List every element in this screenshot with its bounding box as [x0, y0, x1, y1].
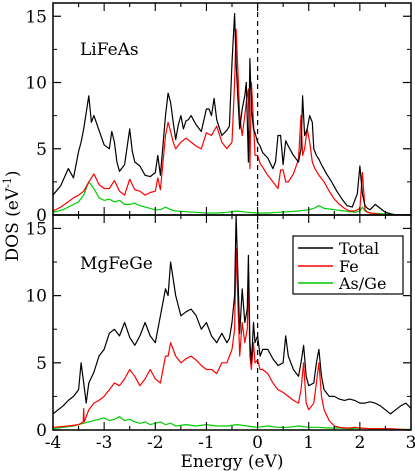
x-tick-label: 1 — [303, 433, 314, 453]
panel-top: 0 5 10 15 LiFeAs — [25, 2, 412, 226]
y-tick-label-top: 0 — [36, 206, 47, 226]
y-ticks-bottom: 0 5 10 15 — [25, 215, 412, 441]
x-tick-label: -3 — [96, 433, 113, 453]
y-tick-label-bottom: 15 — [25, 219, 47, 239]
panel-label-top: LiFeAs — [80, 40, 139, 60]
x-tick-label: 3 — [406, 433, 415, 453]
y-axis-title-sup: -1 — [1, 177, 14, 188]
x-tick-label: 0 — [252, 433, 263, 453]
y-ticks-top: 0 5 10 15 — [25, 3, 412, 226]
y-axis-title-main: DOS (eV — [3, 187, 23, 261]
series-line-total-bottom — [53, 215, 411, 415]
y-axis-title: DOS (eV-1) — [1, 171, 23, 262]
y-tick-label-bottom: 0 — [36, 421, 47, 441]
x-ticks: -4 -3 -2 -1 0 1 2 3 — [45, 433, 415, 453]
legend: Total Fe As/Ge — [292, 235, 404, 295]
x-tick-label: -1 — [198, 433, 215, 453]
y-tick-label-top: 10 — [25, 74, 47, 94]
legend-box — [292, 235, 404, 295]
series-line-total-top — [53, 13, 411, 215]
y-axis-title-end: ) — [3, 171, 23, 178]
series-line-fe-bottom — [53, 248, 411, 430]
series-group-top — [53, 13, 411, 215]
legend-label-total: Total — [339, 239, 379, 258]
y-tick-label-bottom: 10 — [25, 287, 47, 307]
plot-frame-top — [52, 2, 412, 216]
y-tick-label-top: 15 — [25, 7, 47, 27]
x-axis-title: Energy (eV) — [180, 452, 283, 471]
legend-label-asge: As/Ge — [338, 274, 386, 293]
panel-bottom: 0 5 10 15 -4 -3 -2 -1 0 1 2 3 MgFeGe Total Fe As/G… — [25, 214, 415, 453]
series-line-as-ge-top — [53, 181, 411, 215]
y-tick-label-bottom: 5 — [36, 354, 47, 374]
y-tick-label-top: 5 — [36, 140, 47, 160]
x-tick-label: 2 — [354, 433, 365, 453]
x-tick-label: -2 — [147, 433, 164, 453]
legend-label-fe: Fe — [339, 257, 359, 276]
panel-label-bottom: MgFeGe — [80, 254, 153, 274]
x-tick-label: -4 — [45, 433, 62, 453]
